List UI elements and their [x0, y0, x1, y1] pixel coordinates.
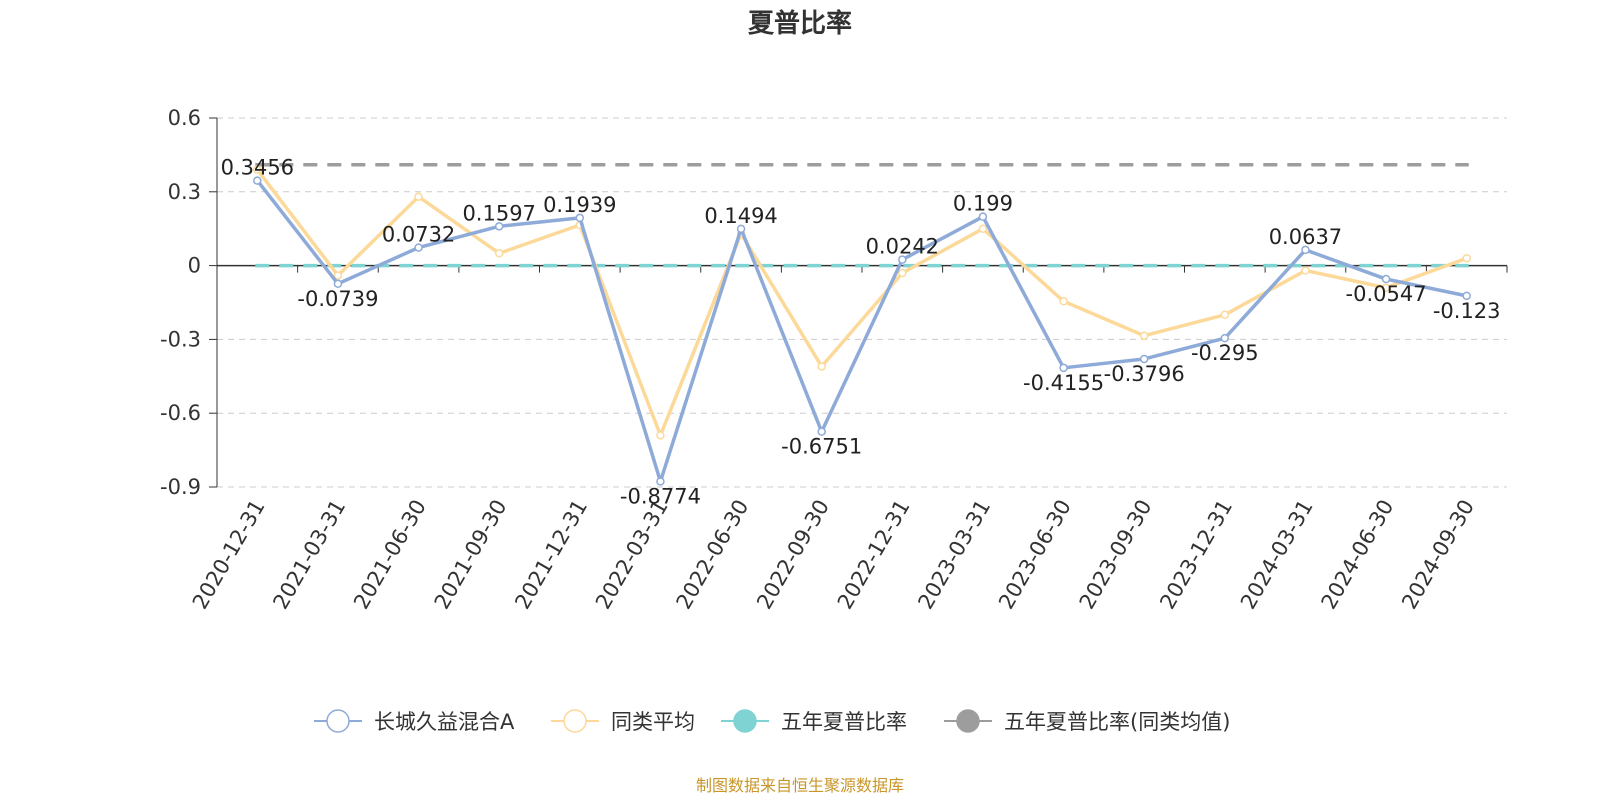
data-label: -0.6751	[781, 435, 862, 459]
y-tick-label: 0.6	[168, 106, 201, 130]
y-tick-label: -0.6	[160, 401, 201, 425]
data-point	[253, 165, 262, 174]
data-label: 0.1939	[543, 193, 616, 217]
x-tick-label: 2020-12-31	[188, 496, 270, 614]
y-tick-label: 0.3	[168, 180, 201, 204]
source-note: 制图数据来自恒生聚源数据库	[696, 776, 904, 795]
data-label: -0.0739	[297, 287, 378, 311]
series-line	[255, 179, 1468, 484]
x-tick-label: 2022-12-31	[833, 496, 915, 614]
x-tick-label: 2021-09-30	[430, 496, 512, 614]
data-point	[253, 176, 262, 185]
data-point	[494, 249, 504, 258]
data-point	[333, 271, 343, 280]
legend-label: 同类平均	[611, 710, 695, 734]
x-tick-label: 2021-06-30	[349, 496, 431, 614]
data-point	[978, 212, 988, 221]
data-point	[1220, 333, 1230, 343]
data-point	[656, 477, 665, 486]
data-point	[656, 431, 665, 440]
data-point	[817, 362, 826, 371]
data-labels: 0.3456 -0.0739 0.0732 0.1597 0.1939 -0.8774 0.…	[221, 156, 1501, 509]
legend[interactable]: 长城久益混合A 同类平均 五年夏普比率 五年夏普比率(同类均值)	[314, 709, 1230, 734]
data-label: 0.0732	[382, 223, 455, 247]
data-label: -0.295	[1191, 341, 1259, 365]
data-point	[414, 192, 423, 201]
data-point	[1139, 331, 1149, 340]
legend-label: 五年夏普比率(同类均值)	[1004, 710, 1230, 734]
x-tick-label: 2022-09-30	[752, 496, 834, 614]
x-tick-label: 2023-12-31	[1155, 496, 1237, 614]
grid-lines	[217, 117, 1507, 488]
data-point	[1139, 354, 1149, 364]
reference-lines	[255, 162, 1469, 268]
data-point	[1462, 253, 1471, 263]
data-point	[333, 279, 343, 289]
x-tick-label: 2023-09-30	[1075, 496, 1157, 614]
data-point	[1059, 363, 1068, 373]
data-label: 0.0242	[866, 235, 939, 259]
data-point	[736, 224, 746, 234]
x-tick-label: 2023-06-30	[994, 496, 1076, 614]
data-label: 0.199	[953, 192, 1013, 216]
x-tick-label: 2023-03-31	[913, 496, 995, 614]
data-label: 0.0637	[1269, 225, 1342, 249]
series-lines	[253, 165, 1471, 486]
data-label: -0.8774	[620, 484, 701, 508]
data-label: -0.3796	[1104, 362, 1185, 386]
legend-label: 长城久益混合A	[374, 710, 515, 734]
axes: 0.60.30-0.3-0.6-0.92020-12-312021-03-312…	[160, 106, 1508, 614]
data-point	[494, 222, 504, 231]
data-point	[978, 224, 988, 233]
legend-item[interactable]: 五年夏普比率	[721, 709, 907, 734]
x-tick-label: 2024-03-31	[1236, 496, 1318, 614]
data-point	[1220, 310, 1230, 320]
legend-marker	[326, 709, 350, 733]
data-point	[898, 255, 907, 264]
legend-label: 五年夏普比率	[781, 710, 907, 734]
data-label: 0.1597	[462, 201, 535, 225]
data-point	[898, 268, 907, 278]
x-tick-label: 2021-03-31	[268, 496, 350, 614]
x-tick-label: 2022-03-31	[591, 496, 673, 614]
data-point	[414, 243, 423, 252]
data-point	[575, 213, 585, 223]
x-tick-label: 2024-09-30	[1397, 496, 1479, 614]
y-tick-label: -0.3	[160, 327, 201, 351]
data-label: -0.0547	[1346, 282, 1427, 306]
data-label: 0.3456	[221, 156, 294, 180]
x-tick-label: 2021-12-31	[510, 496, 592, 614]
legend-item[interactable]: 长城久益混合A	[314, 709, 515, 734]
data-point	[1301, 266, 1310, 275]
x-tick-label: 2024-06-30	[1317, 496, 1399, 614]
data-label: 0.1494	[704, 204, 777, 228]
legend-item[interactable]: 同类平均	[551, 709, 695, 734]
series-line	[255, 168, 1468, 438]
data-point	[1059, 297, 1068, 306]
legend-item[interactable]: 五年夏普比率(同类均值)	[944, 709, 1230, 734]
chart-title: 夏普比率	[748, 8, 852, 39]
data-point	[817, 427, 826, 436]
y-tick-label: -0.9	[160, 475, 201, 499]
legend-marker	[956, 709, 980, 733]
legend-marker	[733, 709, 757, 733]
data-point	[1462, 291, 1471, 301]
legend-marker	[563, 709, 587, 733]
y-tick-label: 0	[188, 254, 201, 278]
data-label: -0.123	[1433, 299, 1501, 323]
x-tick-label: 2022-06-30	[672, 496, 754, 614]
data-label: -0.4155	[1023, 371, 1104, 395]
data-point	[1301, 245, 1310, 255]
data-point	[1381, 274, 1391, 284]
data-point	[1381, 283, 1391, 292]
